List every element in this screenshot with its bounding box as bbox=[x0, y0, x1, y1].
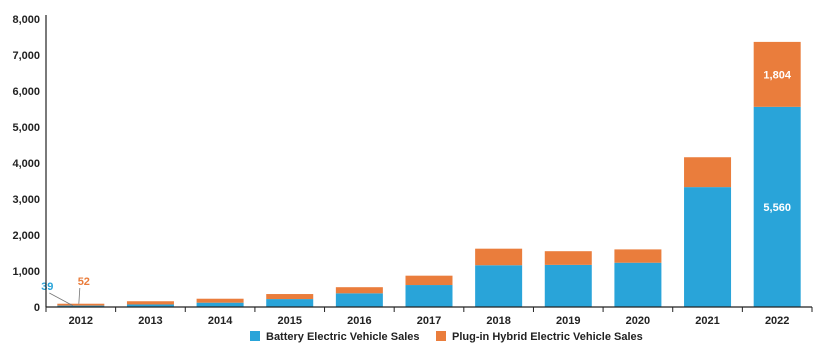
x-tick-label: 2021 bbox=[695, 315, 719, 327]
bar-bev bbox=[57, 305, 105, 307]
data-label: 5,560 bbox=[763, 202, 791, 214]
y-tick-label: 0 bbox=[34, 302, 40, 314]
legend-swatch bbox=[436, 331, 446, 341]
x-tick-label: 2017 bbox=[417, 315, 441, 327]
y-tick-label: 8,000 bbox=[12, 14, 40, 26]
y-tick-label: 6,000 bbox=[12, 86, 40, 98]
bar-phev bbox=[196, 298, 244, 303]
bar-bev bbox=[196, 302, 244, 307]
bar-bev bbox=[335, 293, 383, 307]
bars bbox=[57, 41, 801, 307]
y-tick-label: 7,000 bbox=[12, 50, 40, 62]
x-tick-label: 2019 bbox=[556, 315, 580, 327]
x-tick-label: 2016 bbox=[347, 315, 371, 327]
data-label: 39 bbox=[41, 281, 53, 293]
legend-label: Battery Electric Vehicle Sales bbox=[266, 331, 419, 343]
bar-phev bbox=[684, 157, 732, 188]
axes bbox=[45, 15, 813, 312]
bar-bev bbox=[126, 304, 174, 307]
x-tick-label: 2020 bbox=[626, 315, 650, 327]
annotations: 39 52 5,560 1,804 bbox=[41, 69, 792, 306]
x-axis-tick-labels: 2012 2013 2014 2015 2016 2017 2018 2019 2020 2021… bbox=[69, 315, 790, 327]
bar-phev bbox=[544, 251, 592, 265]
bar-phev bbox=[475, 248, 523, 266]
y-axis-tick-labels: 0 1,000 2,000 3,000 4,000 5,000 6,000 7,000 8,00… bbox=[12, 14, 40, 314]
x-tick-label: 2014 bbox=[208, 315, 233, 327]
bar-phev bbox=[126, 301, 174, 305]
bar-phev bbox=[614, 249, 662, 263]
legend-label: Plug-in Hybrid Electric Vehicle Sales bbox=[452, 331, 643, 343]
x-tick-label: 2018 bbox=[486, 315, 510, 327]
bar-phev bbox=[405, 275, 453, 286]
y-tick-label: 3,000 bbox=[12, 194, 40, 206]
x-tick-label: 2012 bbox=[69, 315, 93, 327]
x-tick-label: 2013 bbox=[138, 315, 162, 327]
bar-phev bbox=[57, 303, 105, 306]
x-tick-label: 2022 bbox=[765, 315, 789, 327]
bar-phev bbox=[753, 41, 801, 107]
y-tick-label: 2,000 bbox=[12, 230, 40, 242]
bar-bev bbox=[684, 187, 732, 307]
leader-line bbox=[78, 287, 81, 304]
bar-bev bbox=[544, 264, 592, 307]
bar-bev bbox=[266, 299, 314, 307]
x-tick-label: 2015 bbox=[277, 315, 301, 327]
legend: Battery Electric Vehicle Sales Plug-in Hy… bbox=[250, 331, 643, 343]
bar-bev bbox=[753, 106, 801, 307]
bar-phev bbox=[335, 287, 383, 294]
leader-line bbox=[49, 292, 74, 306]
bar-phev bbox=[266, 294, 314, 300]
legend-swatch bbox=[250, 331, 260, 341]
bar-bev bbox=[405, 285, 453, 307]
data-label: 52 bbox=[78, 276, 90, 288]
y-tick-label: 5,000 bbox=[12, 122, 40, 134]
y-tick-label: 4,000 bbox=[12, 158, 40, 170]
bar-bev bbox=[475, 265, 523, 307]
data-label: 1,804 bbox=[763, 69, 791, 81]
bar-bev bbox=[614, 262, 662, 307]
y-tick-label: 1,000 bbox=[12, 266, 40, 278]
